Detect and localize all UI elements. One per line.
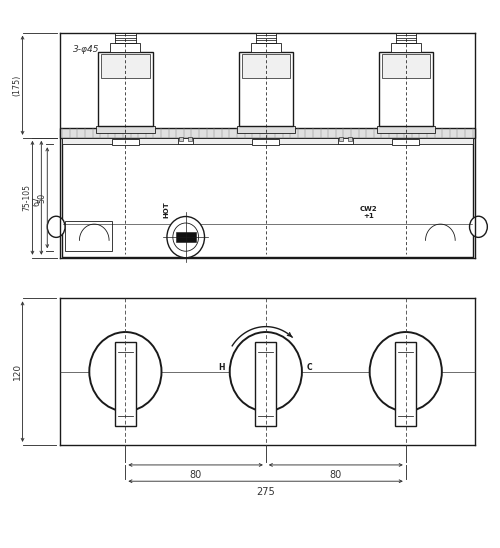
Bar	[256, 342, 276, 426]
Text: 80: 80	[330, 470, 342, 481]
Circle shape	[167, 216, 204, 258]
Bar	[60, 128, 475, 138]
Text: 67: 67	[32, 196, 42, 206]
Bar	[382, 54, 430, 78]
Circle shape	[370, 332, 442, 411]
Bar	[115, 33, 136, 43]
Bar	[252, 139, 280, 145]
Bar	[378, 52, 433, 127]
Bar	[392, 139, 419, 145]
Bar	[339, 136, 343, 141]
Text: CW2
+1: CW2 +1	[360, 206, 378, 219]
Circle shape	[90, 332, 162, 411]
Bar	[242, 54, 290, 78]
Circle shape	[230, 332, 302, 411]
Bar	[238, 52, 293, 127]
Bar	[180, 136, 183, 141]
Text: 3-φ45: 3-φ45	[74, 45, 100, 54]
Text: 75-105: 75-105	[22, 184, 32, 212]
Bar	[96, 127, 154, 133]
Text: (175): (175)	[12, 75, 22, 96]
Bar	[251, 43, 281, 52]
Bar	[101, 54, 150, 78]
Bar	[98, 52, 152, 127]
Text: 80: 80	[190, 470, 202, 481]
Ellipse shape	[48, 216, 65, 237]
Bar	[391, 43, 420, 52]
Bar	[396, 342, 416, 426]
Bar	[338, 138, 353, 144]
Bar	[110, 43, 140, 52]
Bar	[64, 221, 112, 251]
Bar	[376, 127, 435, 133]
Text: H: H	[218, 363, 225, 372]
Bar	[62, 138, 472, 144]
Bar	[178, 138, 193, 144]
Bar	[112, 139, 139, 145]
Bar	[396, 33, 416, 43]
Bar	[236, 127, 295, 133]
Bar	[115, 342, 136, 426]
Text: 275: 275	[256, 487, 275, 496]
Circle shape	[173, 223, 199, 251]
Bar	[62, 138, 472, 256]
Text: 120: 120	[12, 363, 22, 380]
Text: 50: 50	[38, 193, 47, 203]
Bar	[188, 136, 192, 141]
Bar	[256, 33, 276, 43]
Ellipse shape	[470, 216, 488, 237]
Bar	[176, 232, 196, 242]
Text: C: C	[307, 363, 312, 372]
Bar	[348, 136, 352, 141]
Text: HOT: HOT	[163, 202, 169, 218]
